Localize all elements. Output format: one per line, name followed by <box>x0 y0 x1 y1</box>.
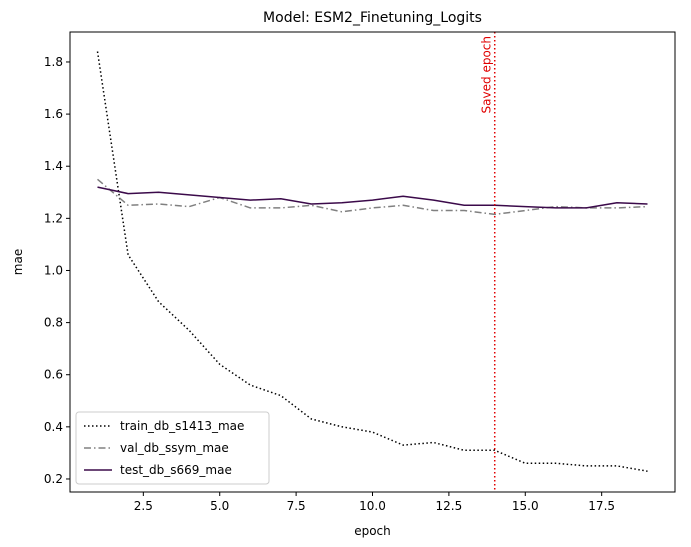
legend-entry: test_db_s669_mae <box>120 463 232 477</box>
x-tick-label: 17.5 <box>588 499 615 513</box>
legend: train_db_s1413_mae val_db_ssym_mae test_db… <box>75 411 270 485</box>
legend-entry: val_db_ssym_mae <box>120 441 229 455</box>
x-tick-label: 15.0 <box>512 499 539 513</box>
y-axis: 0.2 0.4 0.6 0.8 1.0 1.2 1.4 1.6 1.8 <box>44 55 70 486</box>
x-tick-label: 2.5 <box>134 499 153 513</box>
y-tick-label: 0.2 <box>44 472 63 486</box>
y-tick-label: 0.4 <box>44 420 63 434</box>
series-line-test-db-s669-mae <box>97 186 648 209</box>
plot-area: Saved epoch <box>96 32 648 492</box>
legend-box <box>75 411 270 485</box>
x-tick-label: 10.0 <box>359 499 386 513</box>
y-tick-label: 0.8 <box>44 316 63 330</box>
y-tick-label: 1.2 <box>44 211 63 225</box>
saved-epoch-label: Saved epoch <box>480 36 494 113</box>
x-axis: 2.5 5.0 7.5 10.0 12.5 15.0 17.5 <box>134 492 615 513</box>
y-tick-label: 0.6 <box>44 368 63 382</box>
y-axis-label: mae <box>11 249 25 275</box>
series-line-train-db-s1413-mae <box>96 51 648 472</box>
x-tick-label: 12.5 <box>436 499 463 513</box>
y-tick-label: 1.8 <box>44 55 63 69</box>
x-tick-label: 5.0 <box>210 499 229 513</box>
series-line-val-db-ssym-mae <box>97 178 648 216</box>
x-tick-label: 7.5 <box>287 499 306 513</box>
legend-entry: train_db_s1413_mae <box>120 419 244 433</box>
x-axis-label: epoch <box>354 524 391 538</box>
y-tick-label: 1.6 <box>44 107 63 121</box>
y-tick-label: 1.4 <box>44 159 63 173</box>
y-tick-label: 1.0 <box>44 263 63 277</box>
chart-title: Model: ESM2_Finetuning_Logits <box>263 10 482 26</box>
